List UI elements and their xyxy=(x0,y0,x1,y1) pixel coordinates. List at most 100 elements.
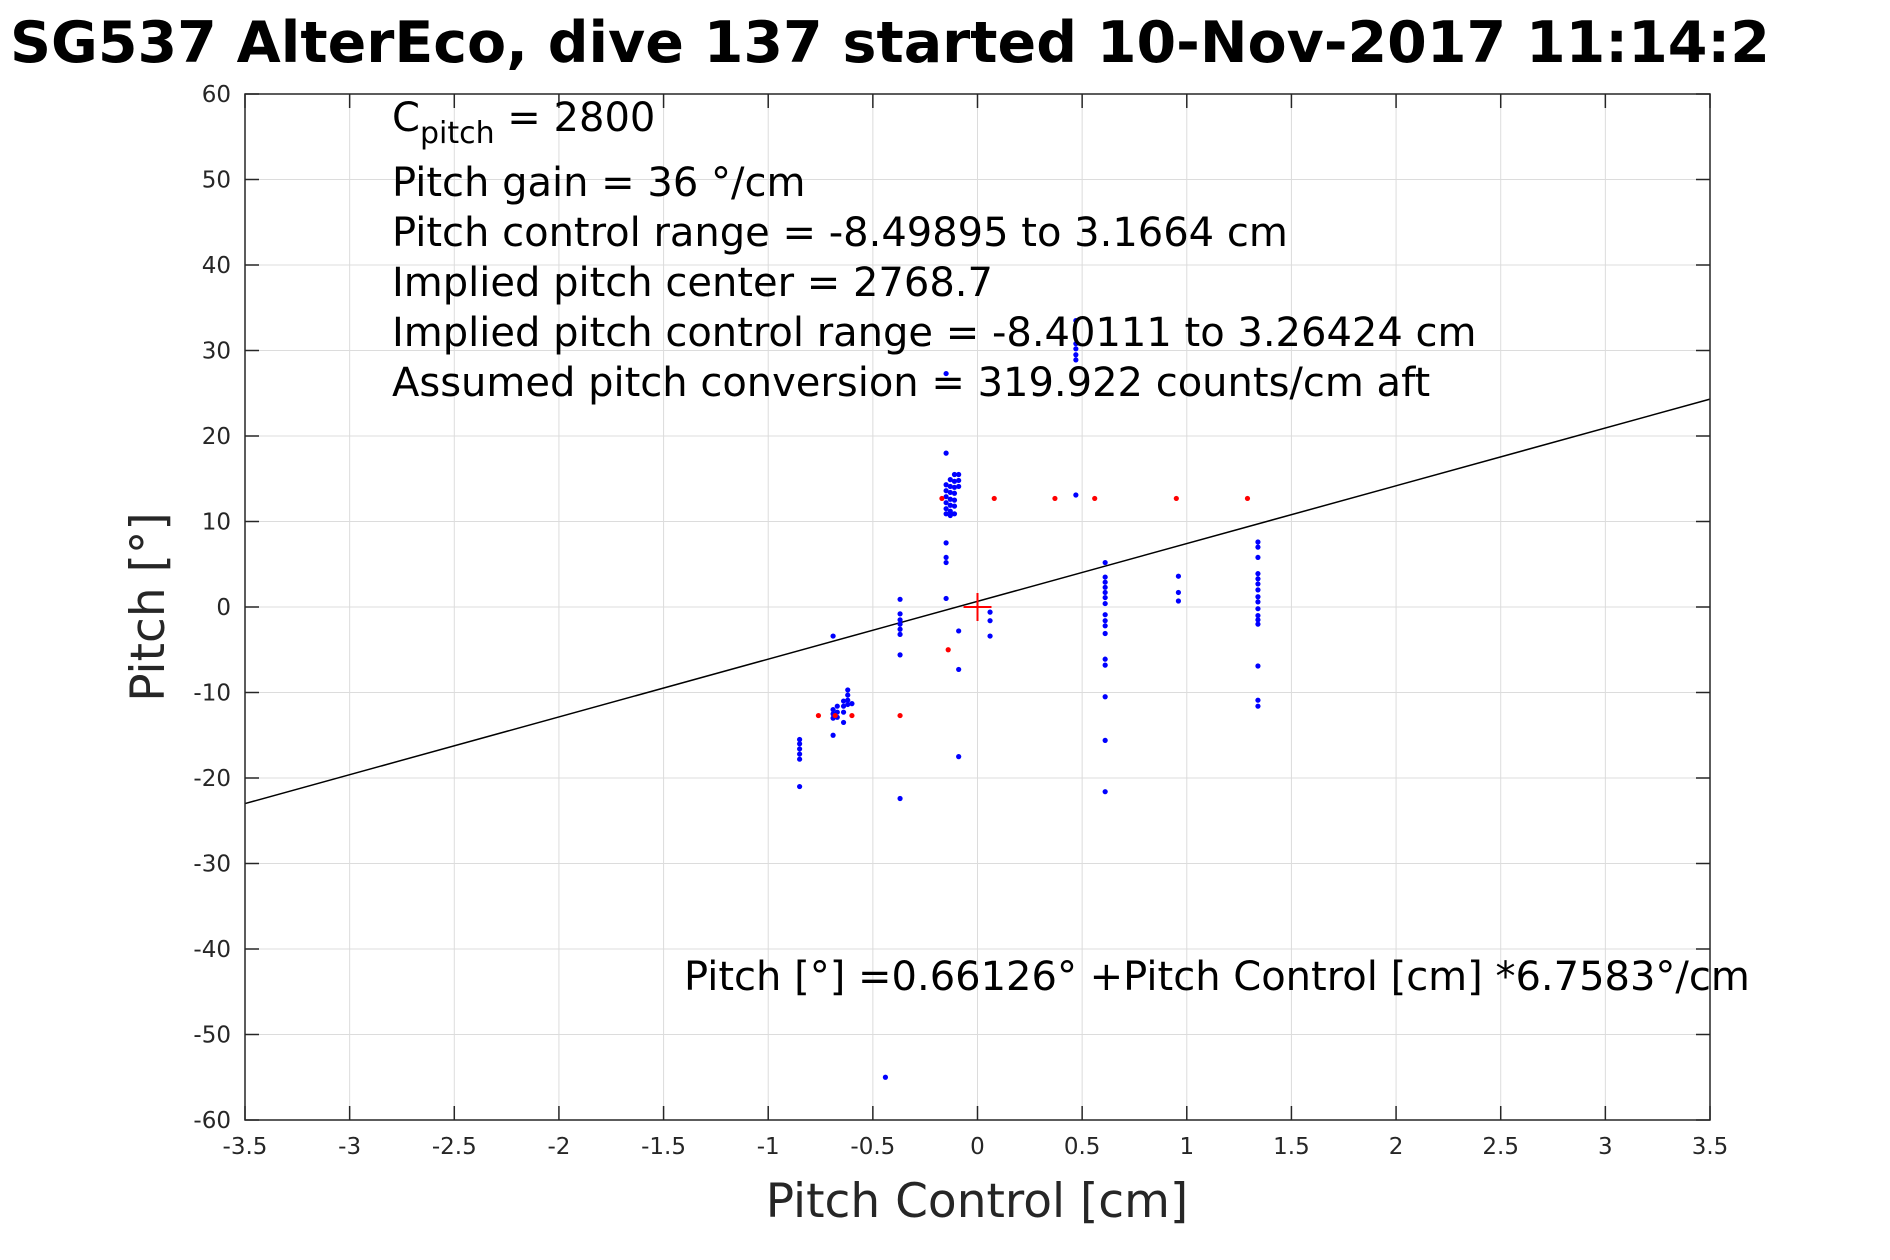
dive-data-point xyxy=(1102,623,1108,629)
dive-data-point xyxy=(1073,341,1079,347)
x-tick-label: -0.5 xyxy=(850,1134,895,1160)
implied-pitch-center-annotation: Implied pitch center = 2768.7 xyxy=(392,260,993,306)
dive-data-point xyxy=(830,633,836,639)
x-tick-label: -1 xyxy=(757,1134,780,1160)
dive-data-point xyxy=(1255,544,1261,550)
dive-data-point xyxy=(1073,317,1079,324)
dive-data-point xyxy=(1255,617,1261,623)
c-pitch-symbol: C xyxy=(392,95,420,141)
climb-data-point xyxy=(1173,495,1179,502)
dive-data-point xyxy=(943,500,949,506)
y-tick-label: 20 xyxy=(202,424,231,450)
x-tick-label: 1.5 xyxy=(1273,1134,1310,1160)
dive-data-point xyxy=(947,508,953,514)
data-points xyxy=(797,317,1261,1080)
x-tick-labels: -3.5 -3 -2.5 -2 -1.5 -1 -0.5 0 0.5 1 1.5 2 2.5 3 3.5 xyxy=(223,1134,1729,1160)
dive-data-point xyxy=(1255,571,1261,577)
dive-data-point xyxy=(845,692,851,698)
dive-data-point xyxy=(830,732,836,738)
dive-data-point xyxy=(897,611,903,617)
dive-data-point xyxy=(1255,587,1261,593)
dive-data-point xyxy=(840,698,847,704)
dive-data-point xyxy=(1175,598,1182,604)
climb-data-point xyxy=(945,647,951,653)
dive-data-point xyxy=(1255,539,1261,545)
pitch-gain-annotation: Pitch gain = 36 °/cm xyxy=(392,160,805,206)
dive-data-point xyxy=(943,482,949,488)
dive-data-point xyxy=(943,540,949,546)
dive-data-point xyxy=(1102,579,1108,585)
dive-data-point xyxy=(1102,594,1108,601)
dive-data-point xyxy=(897,795,903,802)
dive-data-point xyxy=(947,483,953,490)
dive-data-point xyxy=(943,506,949,512)
dive-data-point xyxy=(951,511,958,517)
dive-data-point xyxy=(951,503,958,509)
pitch-control-range-annotation: Pitch control range = -8.49895 to 3.1664… xyxy=(392,210,1288,256)
dive-data-point xyxy=(951,471,958,478)
climb-data-point xyxy=(1092,495,1098,502)
dive-data-point xyxy=(797,746,803,752)
dive-data-point xyxy=(840,703,847,709)
climb-data-point xyxy=(991,495,997,502)
dive-data-point xyxy=(845,701,851,708)
dive-data-point xyxy=(1102,612,1108,618)
dive-data-point xyxy=(897,652,903,658)
dive-data-point xyxy=(1255,612,1261,619)
dive-data-point xyxy=(897,596,903,602)
x-tick-label: -3.5 xyxy=(223,1134,268,1160)
dive-data-point xyxy=(1102,618,1108,624)
dive-data-point xyxy=(1255,663,1261,669)
x-tick-label: -2.5 xyxy=(432,1134,477,1160)
dive-data-point xyxy=(1102,630,1108,637)
c-pitch-subscript: pitch xyxy=(420,116,495,151)
dive-data-point xyxy=(1102,737,1108,743)
c-pitch-value: = 2800 xyxy=(495,95,656,141)
dive-data-point xyxy=(1255,621,1261,627)
y-tick-label: -10 xyxy=(193,681,231,707)
y-tick-label: -20 xyxy=(193,766,231,792)
dive-data-point xyxy=(1073,352,1079,358)
dive-data-point xyxy=(947,477,953,483)
x-tick-label: 2 xyxy=(1389,1134,1404,1160)
y-tick-label: 0 xyxy=(216,595,231,621)
dive-data-point xyxy=(1073,346,1079,352)
y-tick-label: -60 xyxy=(193,1108,231,1134)
dive-data-point xyxy=(797,756,803,762)
dive-data-point xyxy=(1255,581,1261,587)
dive-data-point xyxy=(845,697,851,703)
dive-data-point xyxy=(947,489,953,496)
dive-data-point xyxy=(897,631,903,637)
dive-data-point xyxy=(1255,599,1261,605)
dive-data-point xyxy=(1255,703,1261,709)
plot-frame xyxy=(244,93,1711,1121)
x-tick-label: -2 xyxy=(547,1134,570,1160)
dive-data-point xyxy=(1255,576,1261,582)
dive-data-point xyxy=(951,484,958,490)
dive-data-point xyxy=(947,496,953,502)
dive-data-point xyxy=(830,707,836,713)
climb-data-point xyxy=(815,712,822,719)
dive-data-point xyxy=(943,494,949,500)
dive-data-point xyxy=(840,719,847,726)
climb-data-point xyxy=(832,712,838,719)
dive-data-point xyxy=(956,754,962,760)
dive-data-point xyxy=(943,511,949,517)
dive-data-point xyxy=(951,497,958,503)
dive-data-point xyxy=(1175,589,1182,596)
climb-data-point xyxy=(1244,495,1251,502)
dive-data-point xyxy=(1102,662,1108,668)
dive-data-point xyxy=(849,701,855,707)
dive-data-point xyxy=(1102,600,1108,607)
dive-data-point xyxy=(1255,697,1261,703)
x-tick-label: 0 xyxy=(970,1134,985,1160)
dive-data-point xyxy=(1255,554,1261,561)
center-marker-group xyxy=(963,593,992,621)
dive-data-point xyxy=(1073,492,1079,498)
dive-data-point xyxy=(956,483,962,490)
y-tick-label: 60 xyxy=(202,82,231,108)
dive-data-point xyxy=(797,741,803,747)
y-tick-label: 40 xyxy=(202,253,231,279)
implied-pitch-control-range-annotation: Implied pitch control range = -8.40111 t… xyxy=(392,310,1476,356)
